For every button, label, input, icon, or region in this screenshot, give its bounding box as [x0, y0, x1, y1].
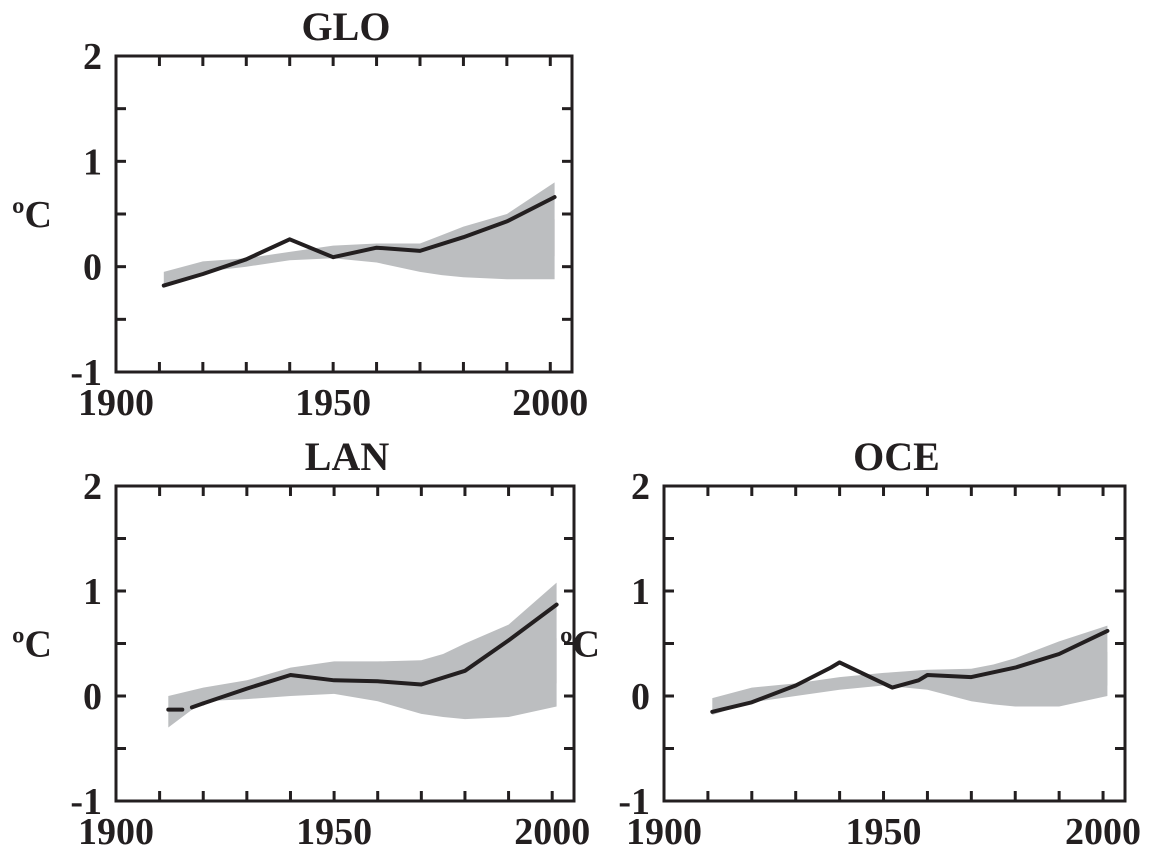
x-tick-label: 2000: [514, 811, 590, 853]
y-tick-label: 2: [83, 466, 102, 508]
y-tick-label: 2: [83, 36, 102, 78]
x-tick-label: 1950: [295, 382, 371, 424]
y-tick-label: 1: [83, 571, 102, 613]
uncertainty-band: [441, 219, 555, 259]
y-tick-label: -1: [70, 781, 102, 823]
chart-title: GLO: [302, 4, 391, 49]
series-line: [201, 602, 559, 706]
y-axis-unit-label: ºC: [560, 624, 600, 666]
x-tick-label: 1900: [78, 382, 154, 424]
chart-title: LAN: [305, 434, 390, 479]
uncertainty-band: [168, 582, 557, 728]
uncertainty-band: [163, 182, 555, 286]
x-tick-label: 1950: [846, 811, 922, 853]
y-tick-label: 0: [83, 247, 102, 289]
axes-frame: [114, 54, 574, 374]
uncertainty-band: [993, 651, 1108, 690]
y-tick-label: -1: [618, 781, 650, 823]
series-line: [710, 628, 1110, 714]
x-tick-label: 1900: [78, 811, 154, 853]
y-tick-label: 1: [83, 141, 102, 183]
y-tick-label: 0: [83, 676, 102, 718]
x-tick-label: 2000: [1065, 811, 1141, 853]
y-tick-label: -1: [70, 352, 102, 394]
y-axis-unit-label: ºC: [12, 624, 52, 666]
x-tick-label: 2000: [512, 382, 588, 424]
uncertainty-band: [482, 638, 557, 688]
y-tick-label: 1: [631, 571, 650, 613]
x-tick-label: 1950: [296, 811, 372, 853]
series-line-dashed: [166, 701, 206, 712]
x-tick-label: 1900: [626, 811, 702, 853]
y-tick-label: 0: [631, 676, 650, 718]
uncertainty-band: [712, 625, 1108, 715]
chart-title: OCE: [853, 434, 940, 479]
y-axis-unit-label: ºC: [12, 194, 52, 236]
y-tick-label: 2: [631, 466, 650, 508]
series-line: [161, 195, 557, 288]
